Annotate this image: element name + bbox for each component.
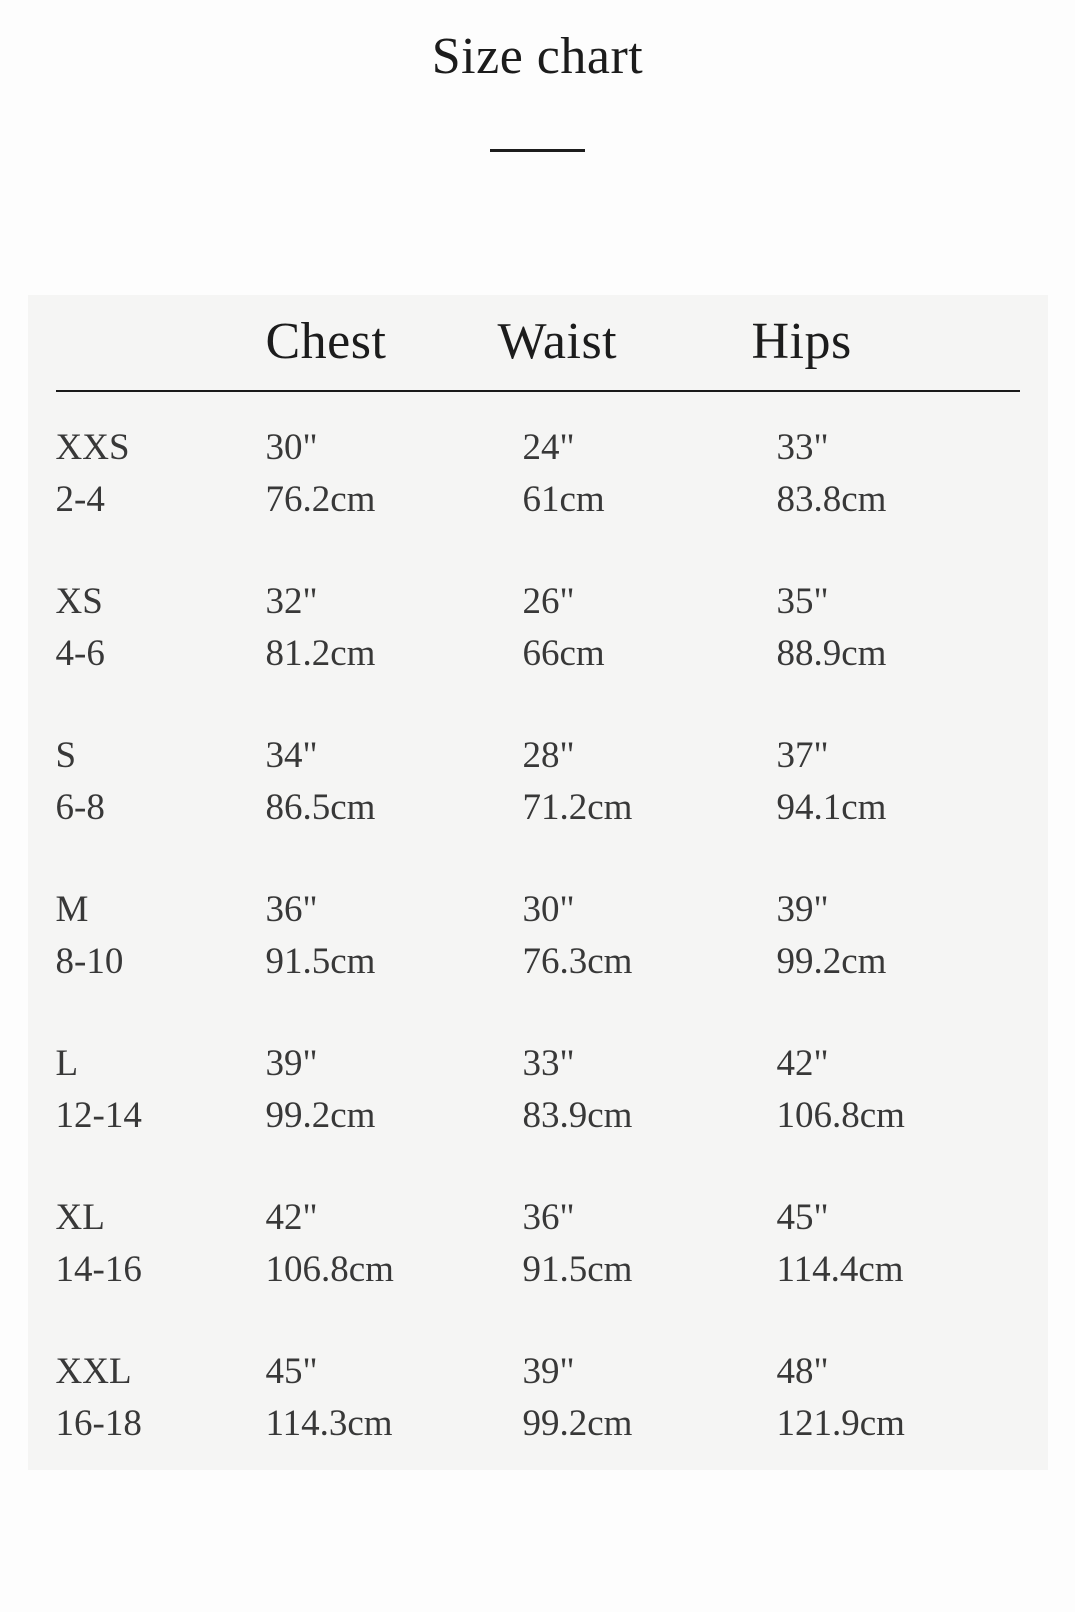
inches-line: L 39" 33" 42" bbox=[56, 1045, 1020, 1082]
waist-inches: 39" bbox=[522, 1351, 575, 1393]
waist-inches: 30" bbox=[522, 889, 575, 931]
size-chart-panel: Chest Waist Hips XXS 30" 24" 33" 2-4 76.… bbox=[27, 295, 1048, 1471]
column-header-chest: Chest bbox=[265, 313, 387, 371]
header-divider-line bbox=[55, 390, 1020, 393]
column-header-hips: Hips bbox=[751, 313, 852, 371]
chest-cm: 81.2cm bbox=[265, 633, 376, 675]
chest-inches: 36" bbox=[265, 889, 318, 931]
hips-inches: 45" bbox=[776, 1197, 829, 1239]
size-table-body: XXS 30" 24" 33" 2-4 76.2cm 61cm 83.8cm X… bbox=[56, 429, 1020, 1442]
hips-inches: 48" bbox=[776, 1351, 829, 1393]
chest-inches: 42" bbox=[265, 1197, 318, 1239]
waist-cm: 99.2cm bbox=[522, 1403, 633, 1445]
size-range: 14-16 bbox=[55, 1249, 142, 1291]
waist-cm: 66cm bbox=[522, 633, 605, 675]
waist-cm: 91.5cm bbox=[522, 1249, 633, 1291]
size-range: 12-14 bbox=[55, 1095, 142, 1137]
waist-cm: 83.9cm bbox=[522, 1095, 633, 1137]
cm-line: 14-16 106.8cm 91.5cm 114.4cm bbox=[56, 1251, 1020, 1288]
size-label: XS bbox=[55, 581, 103, 623]
hips-cm: 114.4cm bbox=[776, 1249, 904, 1291]
hips-cm: 99.2cm bbox=[776, 941, 887, 983]
hips-inches: 37" bbox=[776, 735, 829, 777]
cm-line: 16-18 114.3cm 99.2cm 121.9cm bbox=[56, 1405, 1020, 1442]
inches-line: M 36" 30" 39" bbox=[56, 891, 1020, 928]
size-range: 6-8 bbox=[55, 787, 105, 829]
cm-line: 12-14 99.2cm 83.9cm 106.8cm bbox=[56, 1097, 1020, 1134]
hips-inches: 33" bbox=[776, 427, 829, 469]
inches-line: XS 32" 26" 35" bbox=[56, 583, 1020, 620]
size-row-xs: XS 32" 26" 35" 4-6 81.2cm 66cm 88.9cm bbox=[56, 583, 1020, 672]
hips-cm: 94.1cm bbox=[776, 787, 887, 829]
waist-inches: 24" bbox=[522, 427, 575, 469]
hips-inches: 35" bbox=[776, 581, 829, 623]
size-row-m: M 36" 30" 39" 8-10 91.5cm 76.3cm 99.2cm bbox=[56, 891, 1020, 980]
hips-cm: 83.8cm bbox=[776, 479, 887, 521]
cm-line: 6-8 86.5cm 71.2cm 94.1cm bbox=[56, 789, 1020, 826]
waist-inches: 36" bbox=[522, 1197, 575, 1239]
chest-cm: 106.8cm bbox=[265, 1249, 394, 1291]
waist-cm: 61cm bbox=[522, 479, 605, 521]
hips-cm: 106.8cm bbox=[776, 1095, 905, 1137]
chest-cm: 91.5cm bbox=[265, 941, 376, 983]
size-row-s: S 34" 28" 37" 6-8 86.5cm 71.2cm 94.1cm bbox=[56, 737, 1020, 826]
waist-inches: 28" bbox=[522, 735, 575, 777]
waist-cm: 76.3cm bbox=[522, 941, 633, 983]
hips-inches: 42" bbox=[776, 1043, 829, 1085]
hips-inches: 39" bbox=[776, 889, 829, 931]
size-label: XL bbox=[55, 1197, 105, 1239]
chest-cm: 76.2cm bbox=[265, 479, 376, 521]
chest-inches: 30" bbox=[265, 427, 318, 469]
size-row-l: L 39" 33" 42" 12-14 99.2cm 83.9cm 106.8c… bbox=[56, 1045, 1020, 1134]
inches-line: XXS 30" 24" 33" bbox=[56, 429, 1020, 466]
size-row-xxl: XXL 45" 39" 48" 16-18 114.3cm 99.2cm 121… bbox=[56, 1353, 1020, 1442]
size-range: 8-10 bbox=[55, 941, 124, 983]
table-header-row: Chest Waist Hips bbox=[56, 311, 1020, 373]
chest-cm: 114.3cm bbox=[265, 1403, 393, 1445]
size-range: 2-4 bbox=[55, 479, 105, 521]
size-label: S bbox=[55, 735, 77, 777]
size-label: M bbox=[55, 889, 89, 931]
inches-line: XL 42" 36" 45" bbox=[56, 1199, 1020, 1236]
size-range: 4-6 bbox=[55, 633, 105, 675]
chest-inches: 32" bbox=[265, 581, 318, 623]
chest-inches: 39" bbox=[265, 1043, 318, 1085]
hips-cm: 88.9cm bbox=[776, 633, 887, 675]
size-range: 16-18 bbox=[55, 1403, 142, 1445]
cm-line: 2-4 76.2cm 61cm 83.8cm bbox=[56, 481, 1020, 518]
waist-inches: 26" bbox=[522, 581, 575, 623]
size-label: XXL bbox=[55, 1351, 132, 1393]
size-row-xxs: XXS 30" 24" 33" 2-4 76.2cm 61cm 83.8cm bbox=[56, 429, 1020, 518]
inches-line: S 34" 28" 37" bbox=[56, 737, 1020, 774]
chest-inches: 45" bbox=[265, 1351, 318, 1393]
size-row-xl: XL 42" 36" 45" 14-16 106.8cm 91.5cm 114.… bbox=[56, 1199, 1020, 1288]
cm-line: 4-6 81.2cm 66cm 88.9cm bbox=[56, 635, 1020, 672]
size-label: XXS bbox=[55, 427, 130, 469]
chest-cm: 99.2cm bbox=[265, 1095, 376, 1137]
hips-cm: 121.9cm bbox=[776, 1403, 905, 1445]
column-header-waist: Waist bbox=[497, 313, 618, 371]
chest-cm: 86.5cm bbox=[265, 787, 376, 829]
waist-cm: 71.2cm bbox=[522, 787, 633, 829]
size-label: L bbox=[55, 1043, 79, 1085]
chest-inches: 34" bbox=[265, 735, 318, 777]
page-title: Size chart bbox=[431, 28, 644, 85]
cm-line: 8-10 91.5cm 76.3cm 99.2cm bbox=[56, 943, 1020, 980]
inches-line: XXL 45" 39" 48" bbox=[56, 1353, 1020, 1390]
waist-inches: 33" bbox=[522, 1043, 575, 1085]
title-divider bbox=[490, 149, 585, 153]
